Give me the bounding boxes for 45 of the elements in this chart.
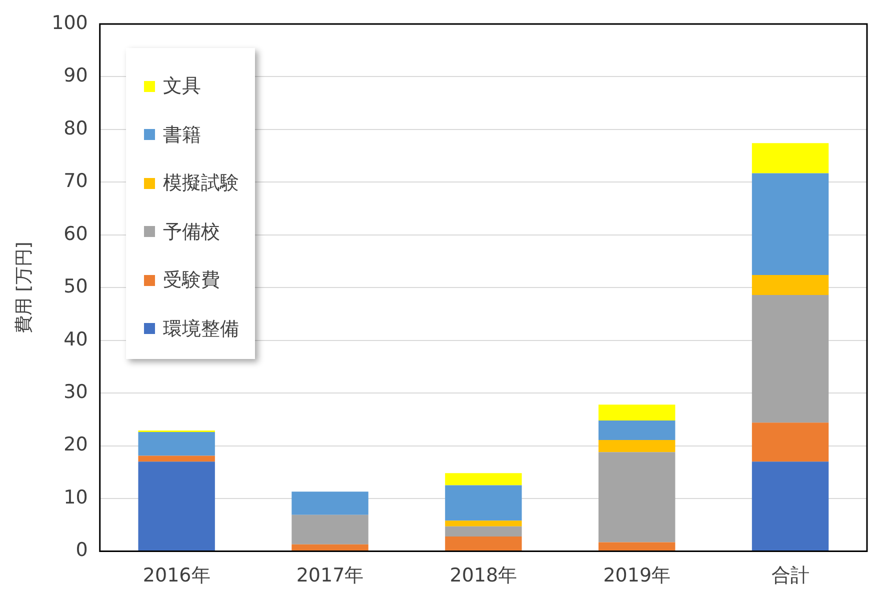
y-tick-label: 90 [64, 64, 88, 87]
bar [445, 520, 522, 526]
bar [138, 462, 215, 551]
legend-label: 文具 [162, 74, 201, 100]
x-tick-label: 合計 [771, 564, 810, 587]
bar [445, 526, 522, 536]
bar [752, 422, 829, 462]
bar [445, 536, 522, 551]
legend-label: 受験費 [162, 268, 220, 294]
y-tick-label: 30 [64, 380, 88, 403]
y-tick-label: 10 [64, 486, 88, 508]
y-axis-title: 費用 [万円] [13, 242, 34, 334]
bar [598, 452, 676, 542]
bar [598, 420, 676, 440]
y-tick-label: 20 [64, 434, 88, 456]
bar [752, 274, 829, 295]
legend-label: 予備校 [162, 220, 220, 245]
legend-label: 環境整備 [162, 316, 239, 342]
legend-label: 模擬試験 [162, 171, 239, 196]
y-tick-label: 60 [64, 222, 88, 245]
bar [752, 173, 829, 275]
bar [138, 456, 215, 462]
bar [292, 492, 368, 515]
bar [752, 294, 829, 423]
y-tick-label: 70 [64, 170, 88, 192]
bar [752, 143, 829, 174]
bar [598, 404, 676, 420]
bar [752, 462, 829, 551]
bar [292, 514, 368, 544]
x-tick-label: 2019年 [603, 564, 671, 587]
x-tick-label: 2016年 [142, 564, 210, 587]
bar [445, 473, 522, 486]
x-tick-label: 2017年 [296, 564, 364, 587]
y-tick-label: 100 [52, 12, 88, 34]
legend-label: 書籍 [162, 122, 201, 148]
y-tick-label: 0 [76, 539, 88, 562]
y-tick-label: 50 [64, 276, 88, 298]
bar [598, 542, 676, 551]
y-tick-label: 40 [64, 328, 88, 350]
y-tick-label: 80 [64, 117, 88, 140]
bar [445, 485, 522, 521]
x-tick-label: 2018年 [450, 564, 518, 587]
bar [292, 544, 368, 551]
bar [598, 440, 676, 452]
bar [138, 432, 215, 456]
